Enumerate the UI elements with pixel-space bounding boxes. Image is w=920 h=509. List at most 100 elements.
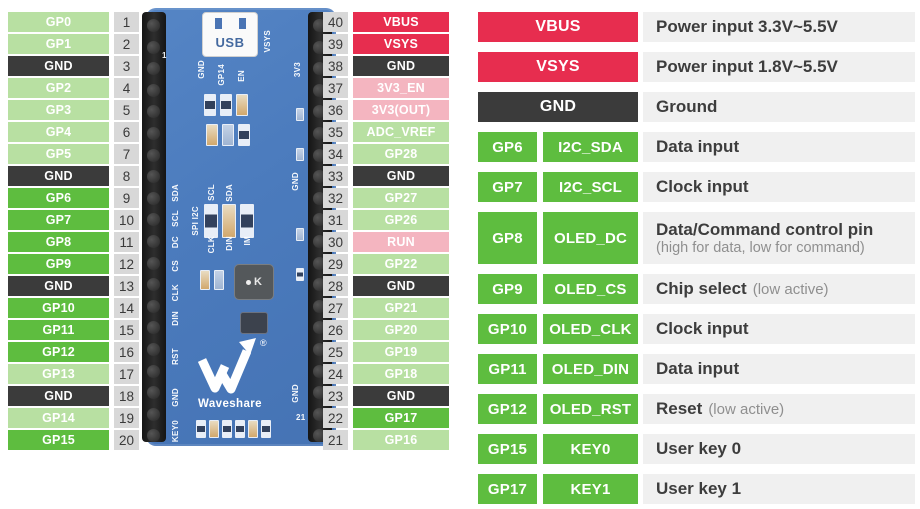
pin-number: 9 — [114, 188, 139, 208]
legend-desc-main: Data input — [656, 359, 740, 379]
legend-row: GP10 OLED_CLK Clock input — [478, 314, 915, 344]
silkscreen-label: IM — [243, 236, 252, 246]
smd-component — [296, 268, 304, 281]
header-pin — [147, 40, 160, 54]
pin-number: 33 — [323, 166, 348, 186]
pin-number: 16 — [114, 342, 139, 362]
header-pin — [313, 321, 326, 335]
legend-pin-cell: I2C_SCL — [543, 172, 638, 202]
legend-description: Data/Command control pin (high for data, … — [643, 212, 915, 264]
legend-row: GP17 KEY1 User key 1 — [478, 474, 915, 504]
pin-row: GP15 20 — [8, 430, 140, 450]
header-pin — [313, 40, 326, 54]
pin-label: GND — [353, 56, 449, 76]
header-pin — [147, 19, 160, 32]
pin-row: 39 VSYS — [323, 34, 449, 54]
pin-number: 22 — [323, 408, 348, 428]
silkscreen-label: CLK — [207, 236, 216, 254]
pin-label: GP9 — [8, 254, 109, 274]
silkscreen-label: GND — [171, 388, 180, 407]
legend-pin-cell: I2C_SDA — [543, 132, 638, 162]
legend-pin-cell: OLED_CS — [543, 274, 638, 304]
pin-label: GP28 — [353, 144, 449, 164]
header-pin — [313, 299, 326, 313]
legend-row: GP12 OLED_RST Reset (low active) — [478, 394, 915, 424]
legend-desc-main: Clock input — [656, 319, 749, 339]
header-pin — [147, 321, 160, 335]
header-pin — [313, 407, 326, 421]
smd-component — [209, 420, 219, 438]
header-pin — [147, 299, 160, 313]
header-pin — [147, 148, 160, 162]
pin-label: GP7 — [8, 210, 109, 230]
smd-component — [214, 270, 224, 290]
header-pin — [313, 364, 326, 378]
pin-label: GP21 — [353, 298, 449, 318]
pin-row: 23 GND — [323, 386, 449, 406]
pin-label: GP22 — [353, 254, 449, 274]
pin-row: 31 GP26 — [323, 210, 449, 230]
smd-component — [200, 270, 210, 290]
left-pin-column: GP0 1 GP1 2 GND 3 GP2 4 GP3 5 GP4 6 GP5 7 GND 8 GP6 9 GP7 1… — [8, 12, 140, 450]
pin-number: 10 — [114, 210, 139, 230]
header-pin — [313, 62, 326, 76]
pin-label: GND — [353, 386, 449, 406]
silkscreen-label: DC — [171, 236, 180, 249]
header-pin — [313, 386, 326, 400]
usb-connector: USB — [202, 12, 258, 57]
silkscreen-label: RST — [171, 348, 180, 365]
pin-label: GND — [8, 56, 109, 76]
smd-component — [236, 94, 248, 116]
silkscreen-label: GND — [197, 60, 206, 79]
pin-label: GP14 — [8, 408, 109, 428]
silkscreen-label: SCL — [207, 184, 216, 201]
pin-row: GP14 19 — [8, 408, 140, 428]
pin-number: 2 — [114, 34, 139, 54]
smd-component — [238, 124, 250, 146]
legend-pin-cell: GP8 — [478, 212, 537, 264]
legend-desc-main: Reset — [656, 399, 703, 419]
legend-pin-cell: VBUS — [478, 12, 638, 42]
pin-label: GP4 — [8, 122, 109, 142]
header-pin — [147, 364, 160, 378]
smd-component — [222, 420, 232, 438]
pin-label: GND — [353, 166, 449, 186]
pin-label: GND — [8, 386, 109, 406]
pin-label: GND — [353, 276, 449, 296]
pin-number: 37 — [323, 78, 348, 98]
pin-label: GP5 — [8, 144, 109, 164]
pin-label: GP26 — [353, 210, 449, 230]
legend-desc-note: (low active) — [752, 281, 829, 299]
pin-label: GP11 — [8, 320, 109, 340]
pin-row: GP2 4 — [8, 78, 140, 98]
legend-pin-cell: GP9 — [478, 274, 537, 304]
pin-row: 21 GP16 — [323, 430, 449, 450]
pin-number: 35 — [323, 122, 348, 142]
pin-number: 1 — [114, 12, 139, 32]
legend-description: Chip select (low active) — [643, 274, 915, 304]
silkscreen-label: GND — [291, 172, 300, 191]
smd-component — [296, 148, 304, 161]
header-pin — [313, 83, 326, 97]
silkscreen-label: DIN — [171, 311, 180, 326]
regulator-chip — [240, 312, 268, 334]
pin-number: 39 — [323, 34, 348, 54]
pin-number: 28 — [323, 276, 348, 296]
smd-component — [204, 94, 216, 116]
smd-component — [196, 420, 206, 438]
smd-component — [296, 228, 304, 241]
silkscreen-label: SCL — [171, 210, 180, 227]
pin-row: GND 18 — [8, 386, 140, 406]
pin-number: 34 — [323, 144, 348, 164]
pin-row: 30 RUN — [323, 232, 449, 252]
pin-label: GP16 — [353, 430, 449, 450]
pin-number: 13 — [114, 276, 139, 296]
header-pin — [147, 62, 160, 76]
pin-label: 3V3(OUT) — [353, 100, 449, 120]
pin-label: GP8 — [8, 232, 109, 252]
pin-row: 29 GP22 — [323, 254, 449, 274]
smd-component — [235, 420, 245, 438]
legend-desc-line: Chip select (low active) — [656, 278, 915, 299]
pin-label: RUN — [353, 232, 449, 252]
pin-number: 8 — [114, 166, 139, 186]
